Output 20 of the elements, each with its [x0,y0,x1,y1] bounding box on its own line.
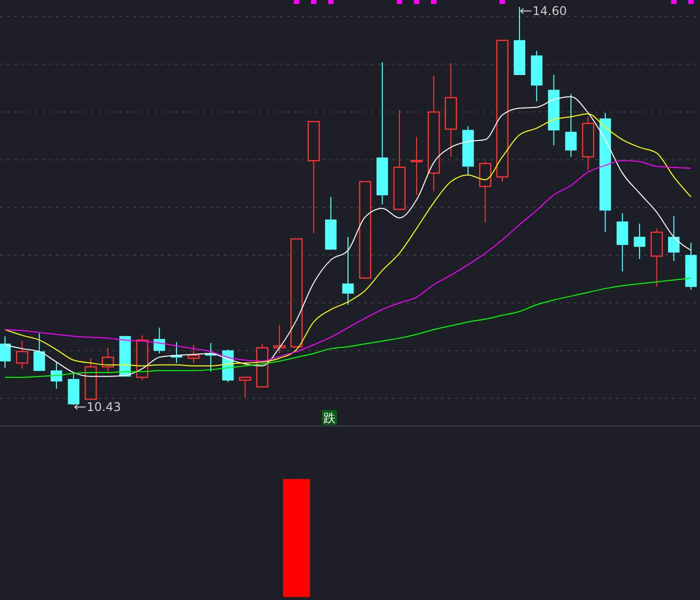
annotation: 10.43 [86,400,121,414]
candlestick [376,62,388,206]
candlestick [548,74,560,146]
annotation: 14.60 [532,4,567,18]
candlestick [616,212,628,272]
candlestick [410,136,423,196]
text: 跌 [324,411,336,425]
candlestick [530,50,542,102]
candlestick [444,62,457,158]
candlestick [685,242,697,290]
candlestick [565,93,577,158]
candlestick [428,75,440,192]
candlestick [342,236,354,306]
candlestick [462,126,474,176]
candlestick [600,112,611,233]
candlestick [0,336,11,368]
candlestick [50,362,62,390]
candlestick [668,216,680,262]
candlestick [634,223,646,260]
candlestick [154,327,166,354]
